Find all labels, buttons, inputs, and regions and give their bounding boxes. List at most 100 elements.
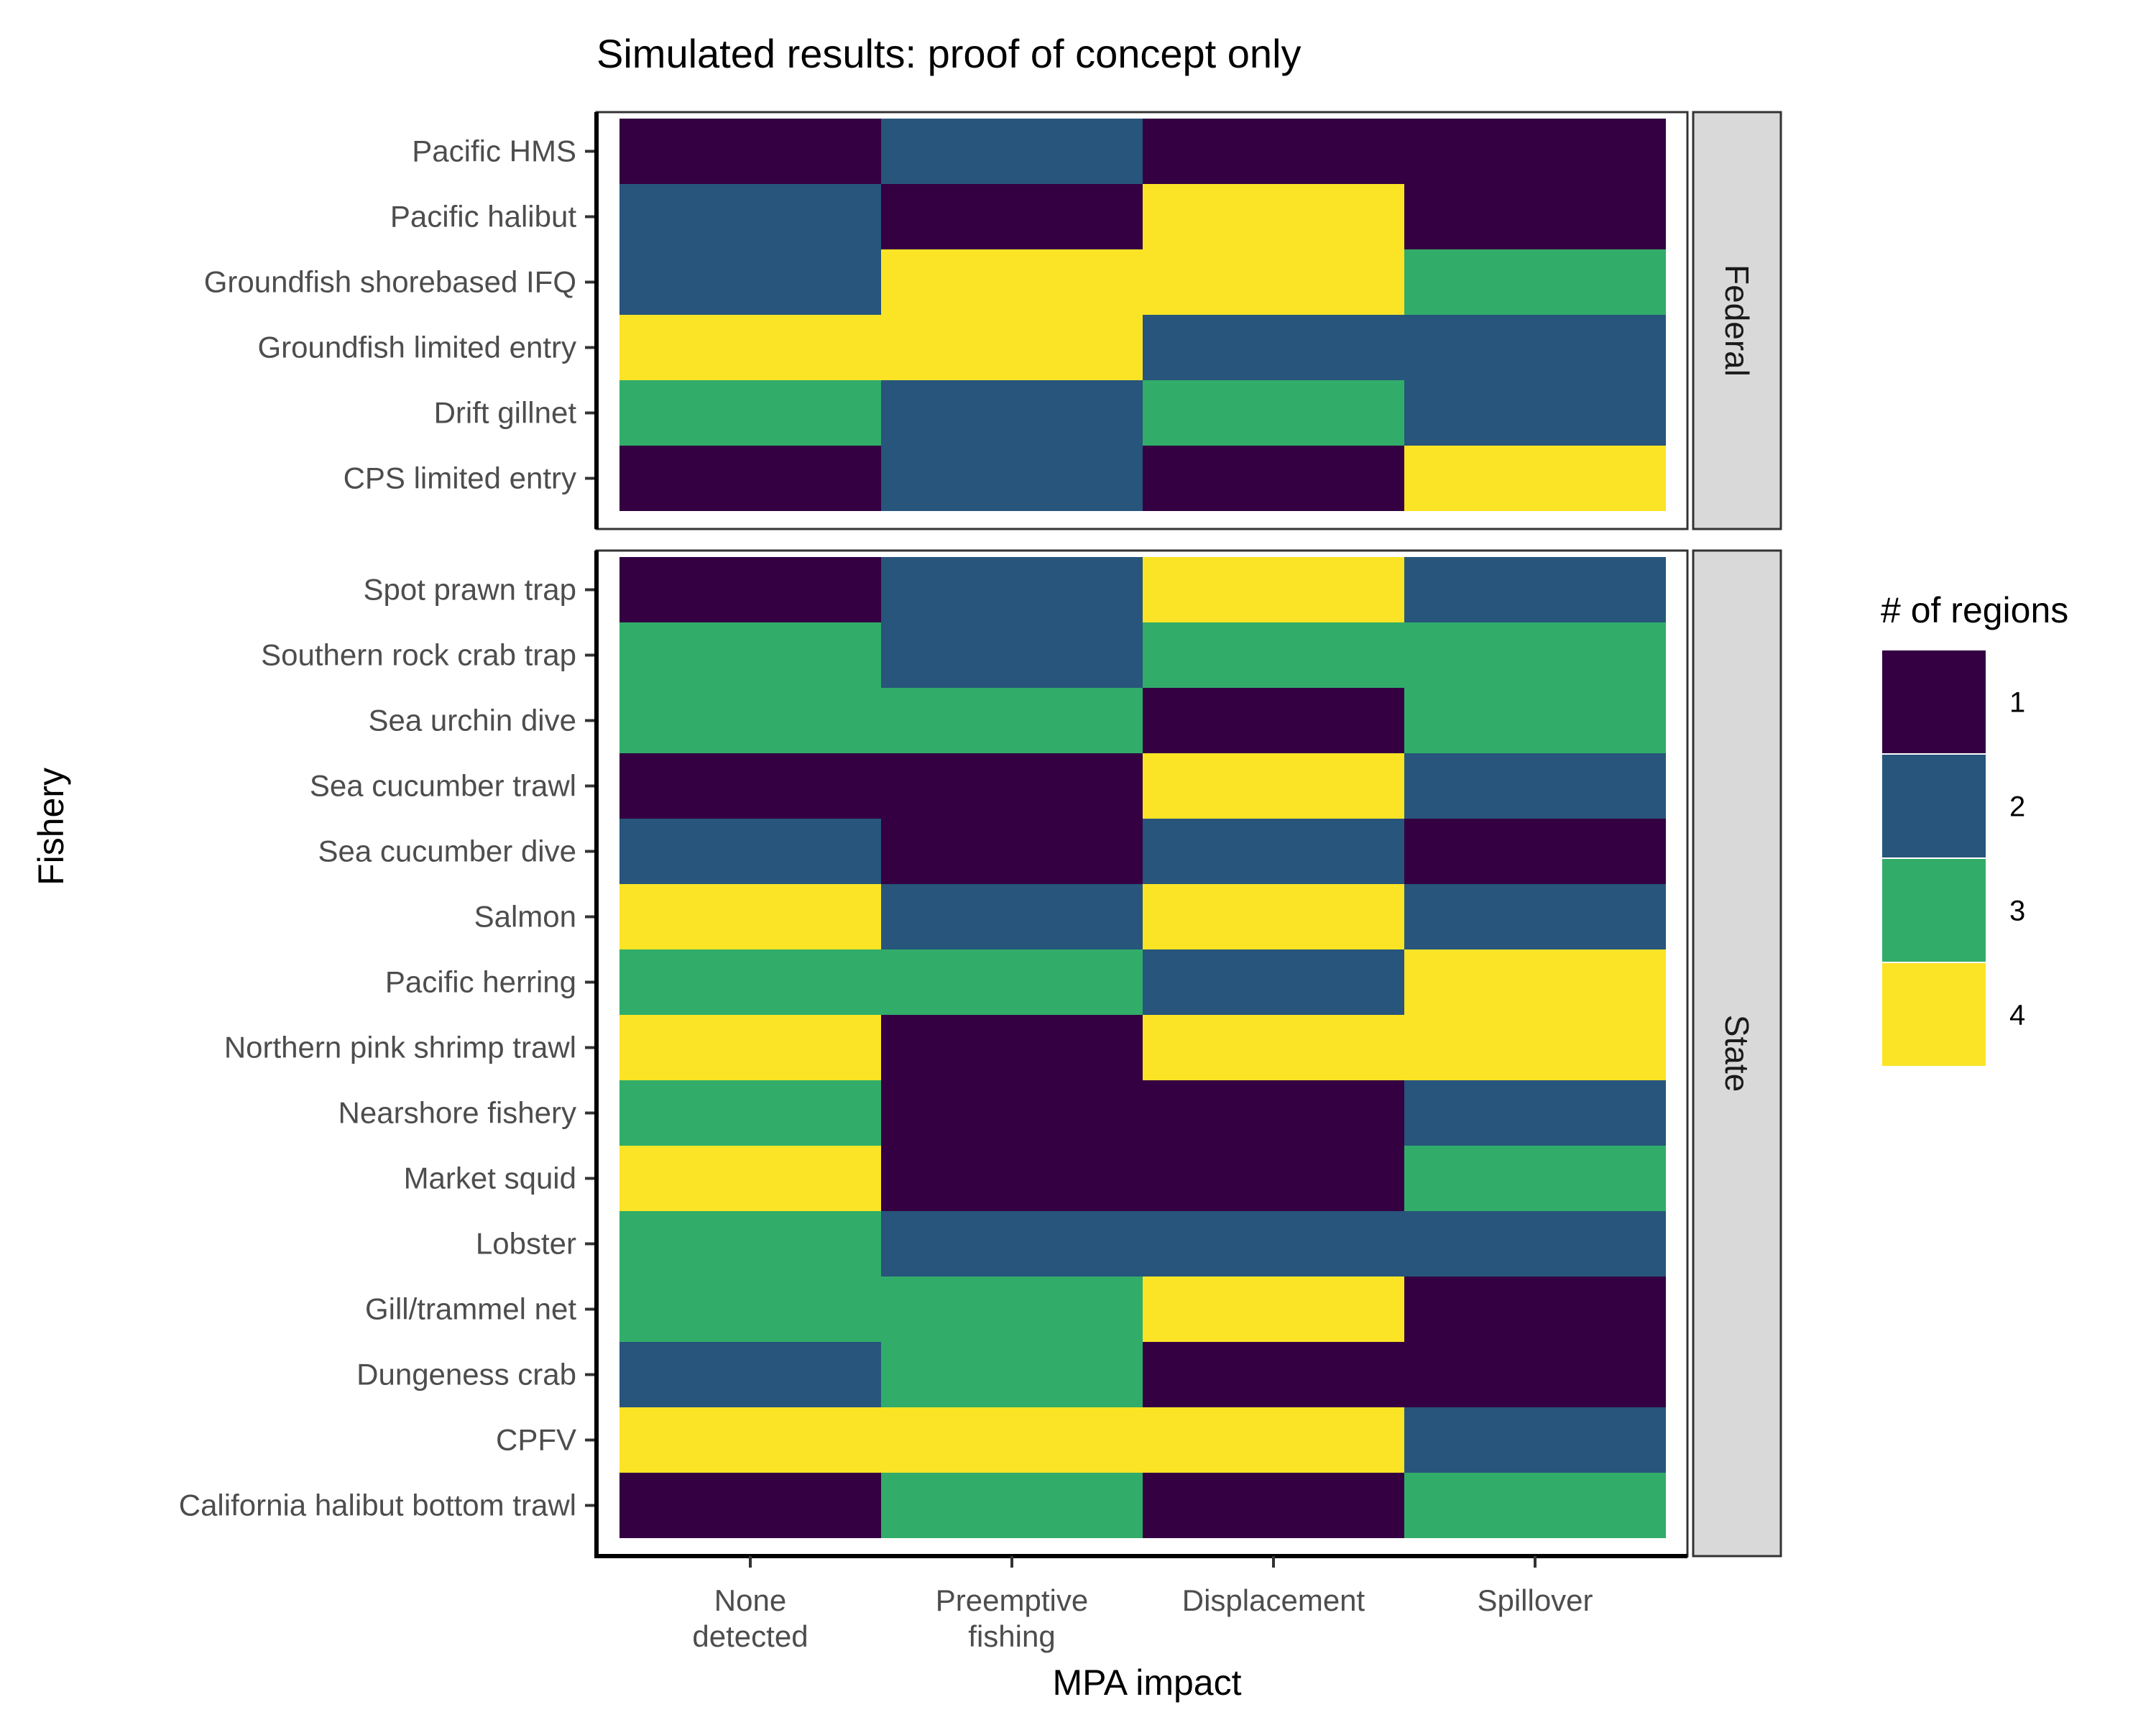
heatmap-cell bbox=[1143, 622, 1404, 688]
y-tick-label: Market squid bbox=[404, 1162, 576, 1195]
y-tick-label: Sea cucumber trawl bbox=[310, 769, 576, 803]
legend: # of regions 1 2 3 4 bbox=[1881, 590, 2068, 1067]
heatmap-cell bbox=[619, 1473, 881, 1538]
heatmap-cell bbox=[881, 249, 1143, 315]
heatmap-cell bbox=[1404, 446, 1666, 511]
heatmap-cell bbox=[1404, 1080, 1666, 1146]
facet-strip bbox=[1692, 111, 1782, 530]
legend-keys: 1 2 3 4 bbox=[1881, 649, 2025, 1067]
heatmap-cell bbox=[1143, 949, 1404, 1015]
heatmap-cell bbox=[619, 622, 881, 688]
heatmap-cell bbox=[1143, 753, 1404, 819]
heatmap-cell bbox=[1143, 819, 1404, 884]
y-tick-label: Groundfish limited entry bbox=[257, 331, 576, 364]
heatmap-cell bbox=[1404, 557, 1666, 622]
y-tick-label: Nearshore fishery bbox=[338, 1096, 576, 1130]
heatmap-cell bbox=[1143, 1211, 1404, 1276]
y-tick-label: CPS limited entry bbox=[344, 461, 576, 495]
heatmap-cell bbox=[1404, 1015, 1666, 1080]
y-tick-label: Sea cucumber dive bbox=[318, 834, 576, 868]
heatmap-cell bbox=[619, 1407, 881, 1473]
heatmap-cell bbox=[619, 446, 881, 511]
heatmap-cell bbox=[881, 1473, 1143, 1538]
heatmap-cell bbox=[881, 884, 1143, 949]
heatmap-cell bbox=[881, 1276, 1143, 1342]
heatmap-cell bbox=[881, 1407, 1143, 1473]
heatmap-cell bbox=[881, 753, 1143, 819]
heatmap-cell bbox=[619, 1211, 881, 1276]
legend-key-swatch bbox=[1881, 857, 1987, 963]
y-tick-label: Southern rock crab trap bbox=[261, 638, 576, 672]
heatmap-cell bbox=[881, 1080, 1143, 1146]
x-tick-label: Spillover bbox=[1477, 1583, 1593, 1617]
heatmap-cell bbox=[619, 557, 881, 622]
y-tick-label: Drift gillnet bbox=[434, 396, 577, 430]
facet-state: Spot prawn trap Southern rock crab trap Se… bbox=[179, 549, 1782, 1558]
heatmap-cell bbox=[881, 446, 1143, 511]
heatmap-cell bbox=[1404, 884, 1666, 949]
heatmap-cell bbox=[619, 1080, 881, 1146]
heatmap-cell bbox=[881, 1015, 1143, 1080]
y-tick-label: Gill/trammel net bbox=[365, 1292, 576, 1326]
heatmap-cell bbox=[881, 1146, 1143, 1211]
x-tick-label: Preemptive fishing bbox=[936, 1583, 1088, 1653]
y-tick-label: Groundfish shorebased IFQ bbox=[204, 265, 576, 299]
heatmap-cell bbox=[1143, 1473, 1404, 1538]
heatmap-cell bbox=[1404, 1211, 1666, 1276]
heatmap-cell bbox=[881, 557, 1143, 622]
y-tick-label: Lobster bbox=[476, 1227, 576, 1261]
heatmap-cell bbox=[619, 315, 881, 380]
heatmap-cell bbox=[1404, 753, 1666, 819]
y-tick-label: Spot prawn trap bbox=[363, 573, 576, 607]
y-tick-label: CPFV bbox=[496, 1423, 576, 1457]
y-tick-label: Northern pink shrimp trawl bbox=[224, 1031, 576, 1064]
legend-key-swatch bbox=[1881, 962, 1987, 1067]
heatmap-cell bbox=[881, 315, 1143, 380]
legend-key-label: 2 bbox=[2009, 791, 2025, 823]
heatmap-cell bbox=[619, 1146, 881, 1211]
legend-key-swatch bbox=[1881, 753, 1987, 859]
heatmap-cell bbox=[881, 688, 1143, 753]
heatmap-cell bbox=[1143, 1342, 1404, 1407]
x-tick-label: None detected bbox=[692, 1583, 808, 1653]
heatmap-cell bbox=[619, 1276, 881, 1342]
heatmap-cell bbox=[1143, 688, 1404, 753]
heatmap-cell bbox=[1143, 557, 1404, 622]
x-axis: None detected Preemptive fishing Displacemen… bbox=[594, 1554, 1687, 1653]
heatmap-cell bbox=[881, 622, 1143, 688]
heatmap-cell bbox=[1143, 184, 1404, 249]
heatmap-cell bbox=[619, 119, 881, 184]
heatmap-cell bbox=[619, 1015, 881, 1080]
y-tick-label: Salmon bbox=[474, 900, 576, 934]
y-tick-label: Dungeness crab bbox=[356, 1358, 576, 1392]
heatmap-cell bbox=[1404, 1342, 1666, 1407]
heatmap-cell bbox=[881, 380, 1143, 446]
heatmap-cell bbox=[881, 819, 1143, 884]
facet-panels: Pacific HMS Pacific halibut Groundfish sho… bbox=[179, 111, 1782, 1558]
heatmap-cell bbox=[619, 688, 881, 753]
heatmap-cell bbox=[1143, 249, 1404, 315]
heatmap-cell bbox=[1404, 622, 1666, 688]
heatmap-cell bbox=[1143, 1080, 1404, 1146]
heatmap-cell bbox=[619, 380, 881, 446]
heatmap-cell bbox=[1404, 184, 1666, 249]
legend-title: # of regions bbox=[1881, 590, 2068, 630]
heatmap-cell bbox=[1143, 884, 1404, 949]
y-tick-label: California halibut bottom trawl bbox=[179, 1489, 576, 1522]
heatmap-cell bbox=[1404, 380, 1666, 446]
heatmap-cell bbox=[619, 249, 881, 315]
heatmap-cell bbox=[1404, 315, 1666, 380]
facet-strip-label: Federal bbox=[1718, 264, 1756, 377]
heatmap-cell bbox=[1404, 1276, 1666, 1342]
facet-federal: Pacific HMS Pacific halibut Groundfish sho… bbox=[204, 111, 1782, 530]
heatmap-cell bbox=[1143, 380, 1404, 446]
heatmap-cell bbox=[619, 1342, 881, 1407]
heatmap-cell bbox=[1143, 1276, 1404, 1342]
heatmap-cell bbox=[881, 119, 1143, 184]
facet-strip-label: State bbox=[1718, 1015, 1756, 1092]
facet-strip bbox=[1692, 549, 1782, 1558]
heatmap-cell bbox=[1404, 1407, 1666, 1473]
legend-key-label: 4 bbox=[2009, 1000, 2025, 1031]
y-tick-label: Pacific HMS bbox=[412, 134, 576, 168]
